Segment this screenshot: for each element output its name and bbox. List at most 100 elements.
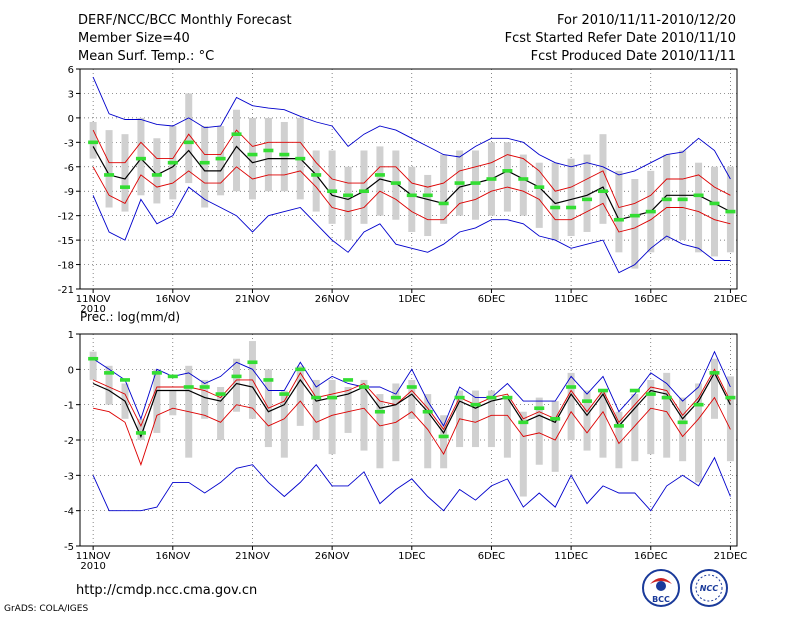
prec-spread-box bbox=[663, 372, 671, 458]
temp-x-tick-year: 2010 bbox=[80, 304, 105, 315]
temp-x-tick-label: 16NOV bbox=[155, 294, 190, 305]
temp-observed-marker bbox=[597, 189, 608, 194]
temp-spread-box bbox=[105, 130, 113, 208]
prec-spread-box bbox=[567, 372, 575, 440]
temp-spread-box bbox=[376, 146, 384, 216]
temp-observed-marker bbox=[327, 189, 338, 194]
prec-y-tick-label: 0 bbox=[68, 365, 74, 376]
prec-spread-box bbox=[169, 390, 177, 416]
prec-observed-marker bbox=[135, 431, 146, 435]
temp-x-tick-label: 21DEC bbox=[714, 294, 748, 305]
prec-observed-marker bbox=[725, 395, 736, 400]
forecast-produced-date: Fcst Produced Date 2010/11/11 bbox=[530, 49, 736, 64]
prec-observed-marker bbox=[486, 395, 497, 400]
prec-observed-marker bbox=[120, 378, 131, 382]
bcc-logo: BCC bbox=[642, 569, 680, 607]
temp-observed-marker bbox=[279, 152, 290, 157]
temp-observed-marker bbox=[454, 181, 465, 185]
prec-observed-marker bbox=[534, 406, 545, 410]
temp-observed-marker bbox=[693, 193, 704, 198]
prec-series-max bbox=[92, 350, 731, 427]
ncc-logo-text: NCC bbox=[700, 584, 719, 593]
temp-plot-frame bbox=[79, 68, 738, 290]
prec-x-tick-label: 21DEC bbox=[714, 551, 748, 562]
prec-observed-marker bbox=[104, 371, 115, 375]
temp-observed-marker bbox=[534, 185, 545, 189]
temp-observed-marker bbox=[582, 197, 593, 202]
temp-spread-box bbox=[472, 150, 480, 220]
temp-observed-marker bbox=[613, 217, 624, 222]
temp-series-p_lower bbox=[92, 166, 731, 233]
prec-observed-marker bbox=[422, 409, 433, 414]
temp-y-tick-label: -3 bbox=[64, 138, 74, 149]
temp-observed-marker bbox=[104, 173, 115, 177]
temp-spread-box bbox=[535, 162, 543, 228]
prec-x-tick-label: 1DEC bbox=[398, 551, 425, 562]
temp-observed-marker bbox=[438, 201, 449, 206]
temp-x-tick-label: 11DEC bbox=[554, 294, 588, 305]
temp-series-p_upper bbox=[92, 129, 731, 209]
prec-spread-box bbox=[695, 383, 703, 483]
temp-y-tick-label: -6 bbox=[64, 163, 74, 174]
temp-y-tick-label: -12 bbox=[58, 212, 74, 223]
prec-chart-title: Prec.: log(mm/d) bbox=[80, 310, 180, 324]
prec-observed-marker bbox=[677, 420, 688, 425]
prec-spread-box bbox=[376, 394, 384, 469]
prec-spread-box bbox=[296, 365, 304, 426]
source-url[interactable]: http://cmdp.ncc.cma.gov.cn bbox=[76, 583, 258, 598]
temp-spread-box bbox=[360, 150, 368, 224]
temp-spread-box bbox=[264, 117, 272, 192]
prec-observed-marker bbox=[582, 399, 593, 403]
prec-spread-box bbox=[312, 379, 320, 440]
prec-spread-box bbox=[487, 390, 495, 448]
temp-observed-marker bbox=[88, 140, 99, 145]
prec-x-tick-label: 6DEC bbox=[478, 551, 505, 562]
prec-y-tick-label: 1 bbox=[68, 330, 74, 341]
prec-spread-box bbox=[615, 411, 623, 469]
temp-y-tick-label: -9 bbox=[64, 187, 74, 198]
prec-observed-marker bbox=[613, 424, 624, 428]
temp-observed-marker bbox=[120, 185, 131, 189]
temp-y-tick-label: 3 bbox=[68, 89, 74, 100]
temp-spread-box bbox=[424, 174, 432, 237]
prec-spread-box bbox=[217, 387, 225, 440]
temp-spread-box bbox=[233, 109, 241, 192]
prec-observed-marker bbox=[151, 371, 162, 375]
prec-observed-marker bbox=[629, 388, 640, 393]
prec-y-tick-label: -1 bbox=[64, 401, 74, 412]
prec-observed-marker bbox=[406, 385, 417, 389]
temp-spread-box bbox=[280, 121, 288, 192]
temp-observed-marker bbox=[374, 173, 385, 177]
temp-spread-box bbox=[137, 117, 145, 196]
prec-spread-box bbox=[89, 351, 97, 380]
prec-observed-marker bbox=[693, 402, 704, 407]
temp-x-tick-label: 16DEC bbox=[634, 294, 668, 305]
temp-spread-box bbox=[567, 158, 575, 237]
temp-observed-marker bbox=[677, 197, 688, 202]
temp-observed-marker bbox=[661, 197, 672, 202]
temp-observed-marker bbox=[422, 193, 433, 198]
prec-observed-marker bbox=[518, 420, 529, 425]
prec-spread-box bbox=[424, 394, 432, 469]
prec-observed-marker bbox=[470, 402, 481, 407]
temp-observed-marker bbox=[295, 156, 306, 161]
prec-spread-box bbox=[344, 387, 352, 433]
temp-spread-box bbox=[615, 170, 623, 253]
prec-series-p_upper bbox=[92, 368, 731, 431]
temp-x-tick-label: 26NOV bbox=[315, 294, 350, 305]
temp-spread-box bbox=[392, 150, 400, 220]
prec-spread-box bbox=[710, 358, 718, 419]
temp-spread-box bbox=[217, 126, 225, 196]
temp-observed-marker bbox=[390, 181, 401, 185]
prec-spread-box bbox=[137, 418, 145, 440]
temp-observed-marker bbox=[215, 156, 226, 161]
prec-y-tick-label: -2 bbox=[64, 436, 74, 447]
prec-spread-box bbox=[105, 365, 113, 405]
temp-observed-marker bbox=[343, 193, 354, 198]
prec-y-tick-label: -4 bbox=[64, 507, 74, 518]
prec-observed-marker bbox=[566, 385, 577, 389]
temp-observed-marker bbox=[151, 173, 162, 177]
temp-observed-marker bbox=[311, 173, 322, 177]
temp-spread-box bbox=[185, 93, 193, 184]
prec-x-tick-label: 16DEC bbox=[634, 551, 668, 562]
